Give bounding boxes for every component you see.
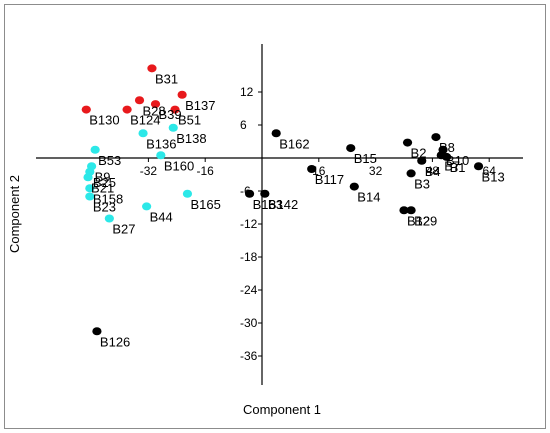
point-label-b4: B4 [425, 164, 441, 179]
y-tick-label: -6 [240, 184, 251, 198]
data-point-b160 [156, 151, 166, 160]
point-label-b28: B28 [143, 103, 166, 118]
y-tick-label: -30 [240, 316, 258, 330]
point-label-b27: B27 [112, 222, 135, 237]
data-point-b44 [142, 202, 152, 211]
point-label-b9: B9 [95, 169, 111, 184]
data-point-b142 [260, 189, 270, 198]
y-tick-label: -12 [240, 217, 258, 231]
point-label-b29: B29 [414, 213, 437, 228]
point-label-b163: B163 [253, 197, 283, 212]
point-label-b44: B44 [150, 209, 173, 224]
y-tick-label: -24 [240, 283, 258, 297]
data-point-b117 [307, 165, 317, 173]
point-label-b31: B31 [155, 71, 178, 86]
point-label-b136: B136 [146, 136, 176, 151]
data-point-b126 [92, 327, 102, 336]
data-point-b39 [150, 100, 161, 109]
y-tick-label: 12 [240, 85, 254, 99]
y-tick-label: 6 [240, 118, 247, 132]
data-point-b14 [349, 182, 359, 191]
point-label-b53: B53 [98, 153, 121, 168]
data-point-b51 [170, 105, 180, 114]
x-tick-label: 48 [426, 164, 440, 178]
point-label-b13: B13 [482, 169, 505, 184]
x-axis-title: Component 1 [243, 402, 321, 417]
point-label-b25: B25 [93, 175, 116, 190]
data-point-b4 [417, 156, 427, 165]
data-point-b138 [168, 123, 178, 132]
data-point-b2 [402, 138, 413, 147]
data-point-b27 [104, 214, 114, 223]
data-point-b21 [83, 173, 93, 182]
data-point-b165 [182, 189, 193, 198]
point-label-b21: B21 [91, 180, 114, 195]
data-point-b1 [442, 152, 452, 161]
point-label-b138: B138 [176, 131, 206, 146]
point-label-b10: B10 [446, 153, 469, 168]
point-label-b14: B14 [357, 190, 380, 205]
point-label-b126: B126 [100, 334, 130, 349]
y-tick-label: -18 [240, 250, 258, 264]
data-point-b162 [271, 129, 281, 138]
data-points [81, 64, 484, 336]
data-point-b28 [134, 96, 145, 105]
point-label-b7: B7 [444, 158, 460, 173]
data-point-b13 [473, 162, 484, 171]
data-point-b12 [399, 206, 409, 215]
point-label-b165: B165 [190, 197, 220, 212]
point-label-b51: B51 [178, 113, 201, 128]
point-label-b124: B124 [130, 113, 160, 128]
data-point-b137 [177, 90, 187, 99]
point-label-b117: B117 [315, 172, 344, 187]
x-tick-label: 64 [483, 164, 497, 178]
point-label-b1: B1 [450, 160, 466, 175]
point-label-b12: B12 [407, 213, 430, 228]
data-point-b124 [122, 105, 132, 114]
y-axis-title: Component 2 [7, 175, 22, 253]
point-label-b160: B160 [164, 158, 194, 173]
point-label-b8: B8 [439, 140, 455, 155]
data-point-b31 [147, 64, 157, 73]
y-tick-label: -36 [240, 349, 258, 363]
point-label-b130: B130 [89, 113, 119, 128]
data-point-b29 [406, 206, 416, 215]
data-point-b3 [406, 169, 416, 178]
x-tick-label: -16 [197, 164, 215, 178]
point-label-b162: B162 [279, 136, 309, 151]
point-label-b137: B137 [185, 98, 215, 113]
x-tick-label: -32 [140, 164, 158, 178]
point-label-b39: B39 [159, 107, 182, 122]
data-point-b53 [90, 145, 100, 154]
data-point-b163 [244, 189, 255, 198]
point-label-b2: B2 [411, 146, 427, 161]
point-label-b3: B3 [414, 176, 430, 191]
data-point-b158 [85, 184, 95, 193]
data-point-b15 [346, 144, 356, 153]
point-label-b158: B158 [93, 191, 123, 206]
chart-frame [4, 4, 546, 429]
data-point-b136 [138, 129, 148, 138]
data-point-b8 [431, 133, 441, 142]
point-label-b15: B15 [354, 151, 377, 166]
point-label-b142: B142 [268, 197, 298, 212]
point-label-b23: B23 [93, 200, 116, 215]
x-tick-label: 32 [369, 164, 383, 178]
data-point-b23 [85, 192, 95, 201]
data-point-b130 [81, 105, 91, 114]
